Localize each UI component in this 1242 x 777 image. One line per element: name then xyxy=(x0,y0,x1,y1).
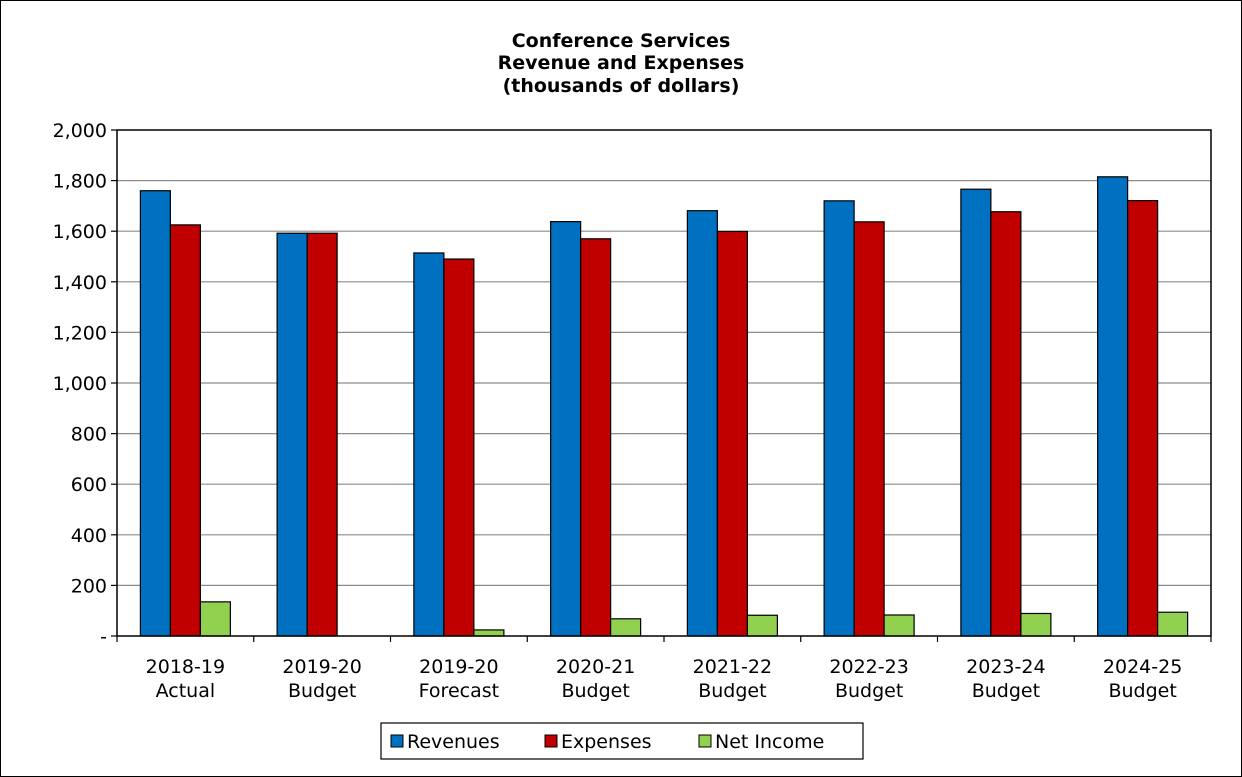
bar-net-income xyxy=(884,615,914,636)
y-tick-label: 600 xyxy=(71,474,107,496)
x-tick-label: 2021-22 xyxy=(693,656,772,678)
y-axis: - 200 400 600 800 1,000 1,200 1,400 1,600 1,800 2,… xyxy=(53,120,117,648)
y-tick-label: 800 xyxy=(71,424,107,446)
bar-revenues xyxy=(277,233,307,636)
chart-title: Conference Services Revenue and Expenses… xyxy=(498,30,745,97)
y-tick-label: 1,400 xyxy=(53,272,107,294)
legend: Revenues Expenses Net Income xyxy=(381,723,863,759)
bar-expenses xyxy=(444,259,474,636)
bars xyxy=(140,177,1187,636)
legend-label: Expenses xyxy=(561,731,652,753)
x-tick-label: 2019-20 xyxy=(419,656,498,678)
x-tick-label: Budget xyxy=(288,680,356,702)
bar-net-income xyxy=(611,619,641,636)
bar-net-income xyxy=(747,615,777,636)
bar-expenses xyxy=(1128,201,1158,636)
bar-net-income xyxy=(200,602,230,636)
bar-revenues xyxy=(551,222,581,636)
x-tick-label: Budget xyxy=(972,680,1040,702)
y-tick-label: 1,600 xyxy=(53,221,107,243)
x-tick-label: Forecast xyxy=(419,680,499,702)
y-tick-label: 1,000 xyxy=(53,373,107,395)
bar-expenses xyxy=(581,239,611,636)
y-tick-label: - xyxy=(100,626,107,648)
y-tick-label: 1,200 xyxy=(53,322,107,344)
legend-swatch xyxy=(699,735,711,747)
y-tick-label: 2,000 xyxy=(53,120,107,142)
legend-label: Net Income xyxy=(715,731,824,753)
bar-revenues xyxy=(824,201,854,636)
bar-net-income xyxy=(1021,613,1051,636)
y-tick-label: 1,800 xyxy=(53,171,107,193)
x-tick-label: 2022-23 xyxy=(829,656,908,678)
bar-expenses xyxy=(717,231,747,636)
bar-net-income xyxy=(474,630,504,636)
x-tick-label: Budget xyxy=(835,680,903,702)
bar-revenues xyxy=(140,191,170,636)
x-tick-label: Actual xyxy=(156,680,216,702)
x-tick-label: 2023-24 xyxy=(966,656,1045,678)
bar-revenues xyxy=(414,253,444,636)
x-tick-label: Budget xyxy=(1108,680,1176,702)
bar-revenues xyxy=(1098,177,1128,636)
bar-revenues xyxy=(961,189,991,636)
x-tick-label: 2019-20 xyxy=(282,656,361,678)
y-tick-label: 400 xyxy=(71,525,107,547)
legend-swatch xyxy=(545,735,557,747)
x-tick-label: 2020-21 xyxy=(556,656,635,678)
x-tick-label: 2024-25 xyxy=(1103,656,1182,678)
legend-swatch xyxy=(391,735,403,747)
chart-title-line-2: Revenue and Expenses xyxy=(498,52,745,74)
x-tick-label: 2018-19 xyxy=(146,656,225,678)
x-tick-label: Budget xyxy=(561,680,629,702)
legend-label: Revenues xyxy=(407,731,500,753)
bar-net-income xyxy=(1158,612,1188,636)
y-tick-label: 200 xyxy=(71,575,107,597)
bar-revenues xyxy=(687,211,717,636)
x-tick-label: Budget xyxy=(698,680,766,702)
bar-expenses xyxy=(854,222,884,636)
chart-title-line-1: Conference Services xyxy=(512,30,731,52)
bar-expenses xyxy=(170,225,200,636)
x-axis: 2018-19Actual2019-20Budget2019-20Forecas… xyxy=(117,636,1211,702)
bar-expenses xyxy=(991,212,1021,636)
chart-title-line-3: (thousands of dollars) xyxy=(503,75,740,97)
bar-expenses xyxy=(307,233,337,636)
